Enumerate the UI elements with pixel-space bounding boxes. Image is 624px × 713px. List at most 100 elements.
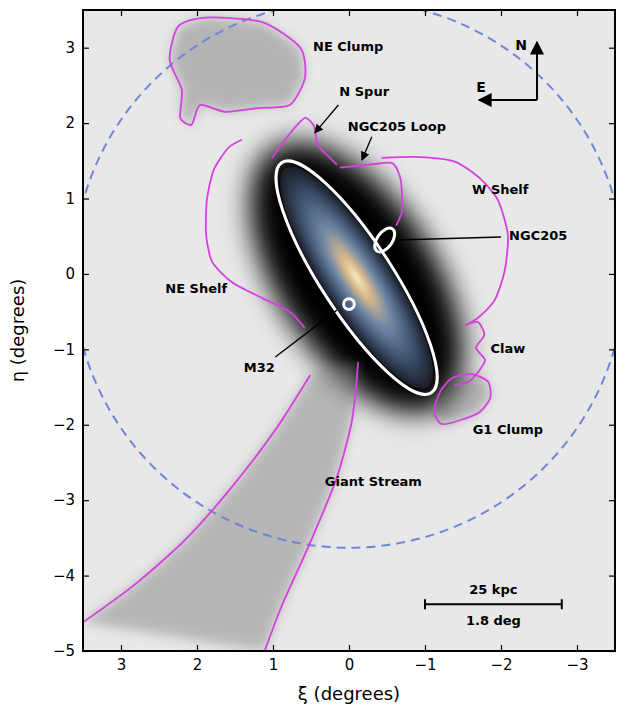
tick-mark	[83, 651, 89, 652]
axis: 3210−1−2−3	[84, 645, 616, 674]
ellipse	[252, 143, 461, 412]
tick	[349, 10, 350, 16]
tick-label: −4	[53, 567, 75, 585]
tick-mark	[501, 10, 502, 16]
tick-mark	[609, 425, 615, 426]
annotation-label: NE Shelf	[165, 281, 227, 296]
tick-mark	[609, 48, 615, 49]
region-outline	[170, 17, 306, 124]
tick	[609, 123, 615, 124]
tick-mark	[609, 198, 615, 199]
scale-bar-cap	[424, 599, 426, 609]
tick	[609, 651, 615, 652]
tick: 3	[117, 645, 127, 674]
compass-label: E	[476, 79, 486, 95]
tick-mark	[83, 425, 89, 426]
tick: −2	[490, 645, 512, 674]
tick: −3	[53, 491, 89, 509]
tick-mark	[273, 10, 274, 16]
annotations: NE ClumpN SpurNGC205 LoopW ShelfNE Shelf…	[165, 39, 567, 488]
tick-mark	[197, 10, 198, 16]
axis	[84, 10, 616, 16]
tick-label: 3	[65, 39, 75, 57]
tick-mark	[577, 645, 578, 651]
scale-bar-line	[425, 603, 562, 605]
ellipse	[371, 225, 399, 256]
tick-mark	[83, 575, 89, 576]
tick: 0	[345, 645, 355, 674]
annotation-label: W Shelf	[472, 182, 529, 197]
tick-mark	[83, 349, 89, 350]
tick: −2	[53, 416, 89, 434]
region-outline	[206, 140, 305, 329]
annotation-label: Claw	[490, 341, 525, 356]
tick-mark	[83, 48, 89, 49]
tick-mark	[609, 123, 615, 124]
tick-label: −2	[490, 656, 512, 674]
clump-glow	[434, 374, 490, 424]
galaxy-image	[257, 150, 456, 406]
tick	[609, 274, 615, 275]
tick: 1	[65, 190, 89, 208]
halo	[83, 18, 506, 651]
tick-label: −5	[53, 642, 75, 660]
tick-mark	[83, 274, 89, 275]
compass-arrow	[536, 42, 538, 100]
axis-line	[615, 11, 616, 652]
axis	[609, 11, 616, 652]
region-outline	[434, 374, 491, 424]
compass: NE	[476, 37, 537, 100]
tick-mark	[83, 198, 89, 199]
tick	[609, 48, 615, 49]
annotation-label: Giant Stream	[325, 474, 422, 489]
scale-bar-label: 25 kpc	[469, 582, 517, 597]
tick-label: 0	[345, 656, 355, 674]
tick-mark	[501, 645, 502, 651]
tick	[609, 576, 615, 577]
tick-mark	[197, 645, 198, 651]
halo-glow	[207, 106, 506, 449]
scale-bar-cap	[561, 599, 563, 609]
tick: 1	[269, 645, 279, 674]
tick: −4	[53, 567, 89, 585]
scale-bar: 25 kpc 1.8 deg	[425, 582, 562, 628]
tick-label: 1	[65, 190, 75, 208]
annotation-label: NGC205	[509, 228, 567, 243]
tick	[609, 199, 615, 200]
pointer	[275, 310, 337, 357]
scale-bar-label: 1.8 deg	[466, 613, 521, 628]
tick-mark	[83, 123, 89, 124]
pointer	[315, 105, 339, 133]
tick-mark	[425, 10, 426, 16]
tick-mark	[609, 575, 615, 576]
tick	[197, 10, 198, 16]
tick-mark	[609, 500, 615, 501]
y-axis-title: η (degrees)	[7, 279, 28, 383]
tick-label: 1	[269, 656, 279, 674]
axis-line	[83, 11, 84, 652]
tick	[425, 10, 426, 16]
tick-mark	[349, 10, 350, 16]
tick-mark	[121, 645, 122, 651]
boundary-circle	[83, 10, 615, 548]
tick: −5	[53, 642, 89, 660]
tick: 2	[193, 645, 203, 674]
tick	[609, 425, 615, 426]
tick: 3	[65, 39, 89, 57]
tick-label: −3	[53, 491, 75, 509]
plot-frame	[83, 10, 615, 651]
tick-label: −2	[53, 416, 75, 434]
chart: 3210−1−2−33210−1−2−3−4−5ξ (degrees)η (de…	[0, 0, 624, 713]
plot-background	[83, 10, 615, 651]
tick-mark	[273, 645, 274, 651]
region-outline	[340, 163, 402, 226]
tick-label: 0	[65, 265, 75, 283]
pointer	[362, 137, 372, 160]
x-axis-title: ξ (degrees)	[298, 683, 400, 704]
tick: 0	[65, 265, 89, 283]
stream-glow	[83, 362, 358, 651]
annotation-label: M32	[244, 360, 275, 375]
tick	[609, 500, 615, 501]
tick-mark	[609, 349, 615, 350]
tick	[501, 10, 502, 16]
